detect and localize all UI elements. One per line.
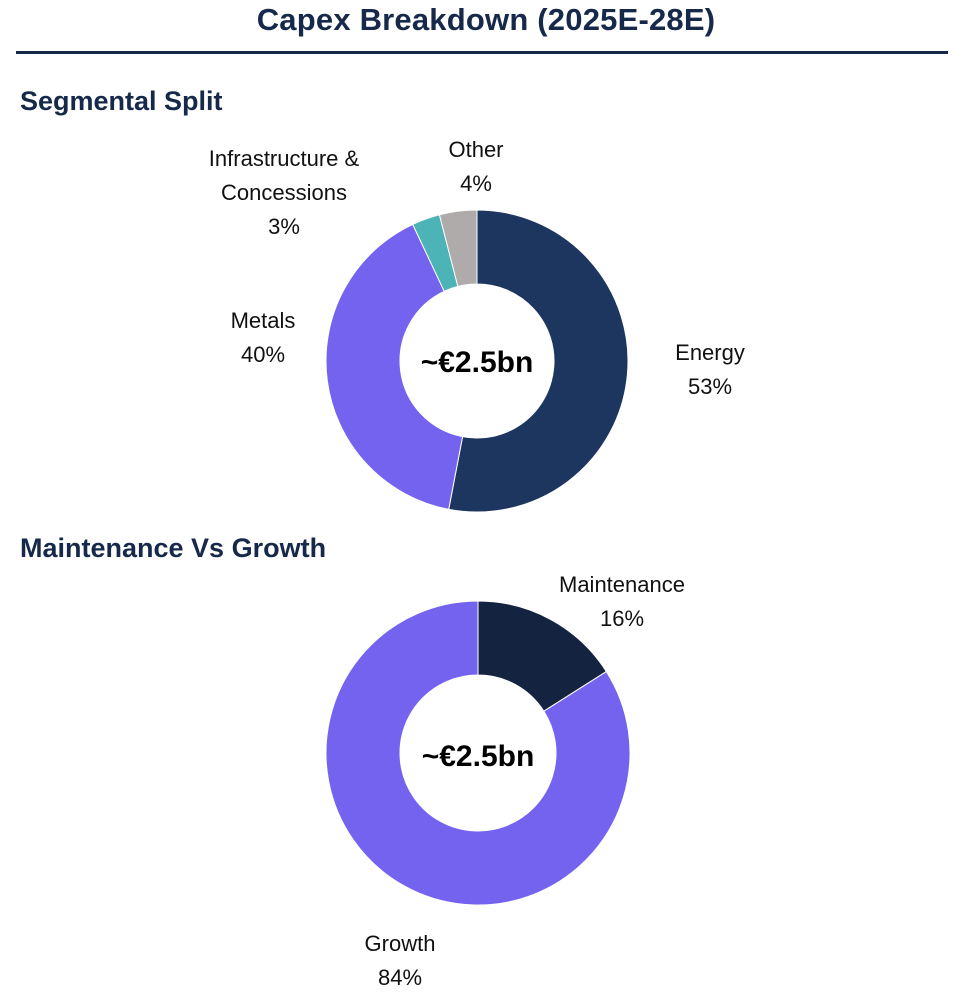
title-divider: [16, 51, 948, 54]
donut-slice-growth: [325, 600, 631, 906]
slice-label-energy: Energy 53%: [675, 340, 745, 399]
slice-label-metals: Metals 40%: [231, 308, 296, 367]
donut-slice-energy: [448, 209, 629, 513]
donut-slice-metals: [325, 223, 464, 510]
maintenance-vs-growth-donut-chart: ~€2.5bn Maintenance 16% Growth 84%: [325, 572, 685, 990]
donut-center-total-label: ~€2.5bn: [421, 346, 534, 379]
segmental-split-donut-chart: ~€2.5bn Energy 53% Metals 40% Infrastructure …: [209, 137, 745, 513]
page-title: Capex Breakdown (2025E-28E): [256, 2, 716, 37]
slice-label-other: Other 4%: [448, 137, 503, 196]
slice-label-growth: Growth 84%: [365, 931, 436, 990]
slice-label-maintenance: Maintenance 16%: [559, 572, 685, 631]
donut-center-total-label: ~€2.5bn: [422, 740, 535, 773]
section-title-maintenance-vs-growth: Maintenance Vs Growth: [20, 533, 327, 563]
section-title-segmental-split: Segmental Split: [20, 86, 223, 116]
slice-label-infrastructure-concessions: Infrastructure & Concessions 3%: [209, 146, 360, 239]
donut-slice-other: [438, 209, 478, 288]
